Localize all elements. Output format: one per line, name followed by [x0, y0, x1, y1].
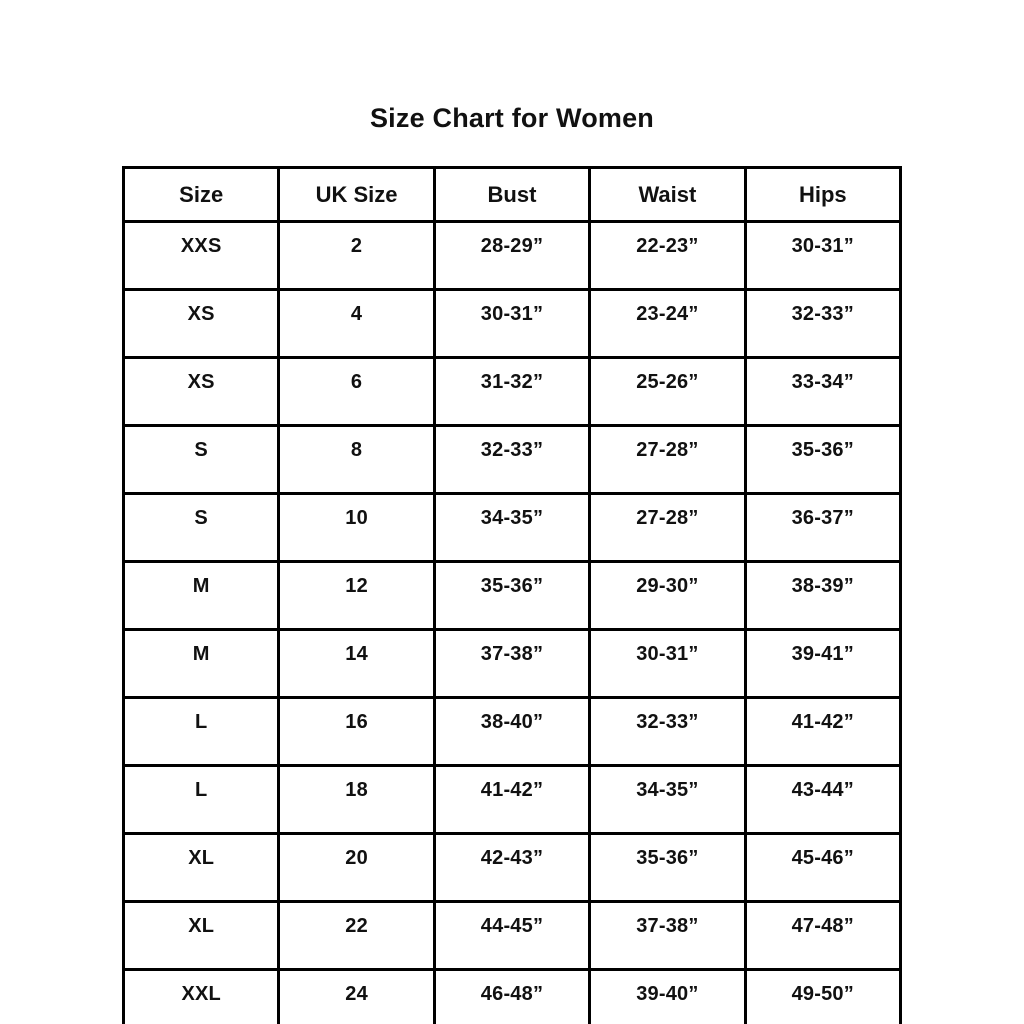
table-cell: 37-38”: [588, 900, 747, 971]
table-cell: 16: [277, 696, 436, 767]
table-row: S 8 32-33” 27-28” 35-36”: [121, 424, 903, 495]
table-cell: 32-33”: [432, 424, 592, 495]
table-cell: 41-42”: [743, 696, 903, 767]
column-header: Bust: [432, 166, 592, 223]
page-title: Size Chart for Women: [369, 103, 655, 133]
table-cell: 29-30”: [588, 560, 747, 631]
table-cell: 31-32”: [432, 356, 592, 427]
table-row: S 10 34-35” 27-28” 36-37”: [121, 492, 903, 563]
table-cell: M: [121, 560, 281, 631]
table-cell: 4: [277, 288, 436, 359]
table-cell: 43-44”: [743, 764, 903, 835]
table-cell: 32-33”: [743, 288, 903, 359]
table-cell: 49-50”: [743, 968, 903, 1024]
table-cell: 24: [277, 968, 436, 1024]
table-row: M 12 35-36” 29-30” 38-39”: [121, 560, 903, 631]
table-cell: XL: [121, 832, 281, 903]
table-cell: 25-26”: [588, 356, 747, 427]
table-header: Size UK Size Bust Waist Hips: [121, 166, 903, 223]
table-cell: 18: [277, 764, 436, 835]
table-cell: 20: [277, 832, 436, 903]
table-cell: 27-28”: [588, 492, 747, 563]
table-cell: 44-45”: [432, 900, 592, 971]
table-cell: 27-28”: [588, 424, 747, 495]
table-row: L 18 41-42” 34-35” 43-44”: [121, 764, 903, 835]
table-row: XXS 2 28-29” 22-23” 30-31”: [121, 220, 903, 291]
table-cell: 32-33”: [588, 696, 747, 767]
table-cell: 30-31”: [743, 220, 903, 291]
table-body: XXS 2 28-29” 22-23” 30-31” XS 4 30-31” 23-24” 32-…: [121, 220, 903, 1024]
table-cell: L: [121, 764, 281, 835]
table-cell: 22: [277, 900, 436, 971]
table-cell: 35-36”: [432, 560, 592, 631]
table-row: M 14 37-38” 30-31” 39-41”: [121, 628, 903, 699]
column-header: UK Size: [277, 166, 436, 223]
table-cell: 35-36”: [588, 832, 747, 903]
table-cell: 12: [277, 560, 436, 631]
column-header: Waist: [588, 166, 747, 223]
table-cell: 36-37”: [743, 492, 903, 563]
table-cell: XS: [121, 356, 281, 427]
table-cell: 46-48”: [432, 968, 592, 1024]
table-cell: 38-39”: [743, 560, 903, 631]
table-cell: XS: [121, 288, 281, 359]
table-cell: 22-23”: [588, 220, 747, 291]
table-cell: 30-31”: [432, 288, 592, 359]
header-row: Size UK Size Bust Waist Hips: [121, 166, 903, 223]
table-row: XXL 24 46-48” 39-40” 49-50”: [121, 968, 903, 1024]
table-cell: S: [121, 492, 281, 563]
table-cell: 8: [277, 424, 436, 495]
table-cell: 37-38”: [432, 628, 592, 699]
table-cell: 39-40”: [588, 968, 747, 1024]
table-cell: 2: [277, 220, 436, 291]
table-cell: 41-42”: [432, 764, 592, 835]
table-row: XL 20 42-43” 35-36” 45-46”: [121, 832, 903, 903]
table-cell: 35-36”: [743, 424, 903, 495]
size-chart-table: Size UK Size Bust Waist Hips XXS 2 28-29” 22-23…: [121, 166, 903, 1024]
table-cell: 23-24”: [588, 288, 747, 359]
column-header: Size: [121, 166, 281, 223]
table-cell: XXS: [121, 220, 281, 291]
table-cell: L: [121, 696, 281, 767]
table-cell: XL: [121, 900, 281, 971]
table-row: L 16 38-40” 32-33” 41-42”: [121, 696, 903, 767]
table-row: XL 22 44-45” 37-38” 47-48”: [121, 900, 903, 971]
table-row: XS 6 31-32” 25-26” 33-34”: [121, 356, 903, 427]
table-cell: 14: [277, 628, 436, 699]
table-cell: 28-29”: [432, 220, 592, 291]
table-cell: 33-34”: [743, 356, 903, 427]
table-cell: 34-35”: [588, 764, 747, 835]
table-cell: 6: [277, 356, 436, 427]
table-cell: 10: [277, 492, 436, 563]
table-cell: 34-35”: [432, 492, 592, 563]
table-cell: S: [121, 424, 281, 495]
table-cell: 39-41”: [743, 628, 903, 699]
table-cell: 38-40”: [432, 696, 592, 767]
column-header: Hips: [743, 166, 903, 223]
table-row: XS 4 30-31” 23-24” 32-33”: [121, 288, 903, 359]
table-cell: 45-46”: [743, 832, 903, 903]
table-cell: XXL: [121, 968, 281, 1024]
table-cell: 42-43”: [432, 832, 592, 903]
table-cell: M: [121, 628, 281, 699]
table-cell: 30-31”: [588, 628, 747, 699]
table-cell: 47-48”: [743, 900, 903, 971]
